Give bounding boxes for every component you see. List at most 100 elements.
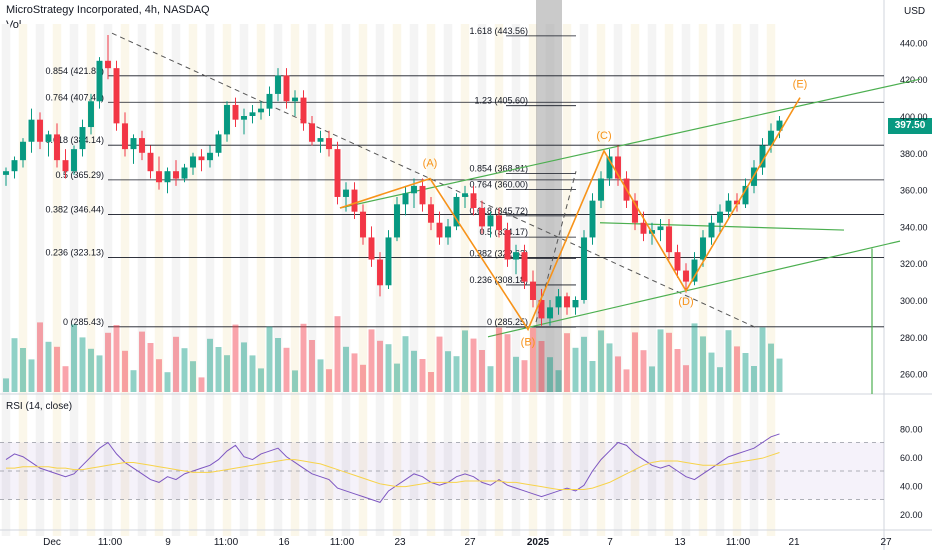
time-tick-label: 7 <box>607 537 613 548</box>
volume-bar <box>309 340 315 392</box>
candle-body <box>88 101 94 128</box>
volume-bar <box>105 332 111 392</box>
candle-body <box>615 156 621 179</box>
session-stripe <box>647 24 657 536</box>
candle-body <box>487 215 494 227</box>
candle-body <box>343 189 349 197</box>
volume-bar <box>54 346 60 392</box>
candle-body <box>275 75 281 94</box>
session-stripe <box>443 24 453 536</box>
candle-body <box>198 156 205 161</box>
candle-body <box>776 120 783 131</box>
session-stripe <box>698 24 708 536</box>
volume-bar <box>691 323 698 392</box>
session-stripe <box>341 24 351 536</box>
session-stripe <box>749 24 759 536</box>
session-stripe <box>171 24 181 536</box>
candle-body <box>428 204 434 223</box>
time-tick-label: 21 <box>788 537 800 548</box>
volume-bar <box>589 361 596 392</box>
fib-ext-label: 0.854 (368.81) <box>469 163 528 173</box>
candle-body <box>742 185 749 205</box>
candle-body <box>62 160 69 172</box>
candle-body <box>521 252 528 282</box>
fib-level-label: 0.382 (346.44) <box>45 205 104 215</box>
candle-body <box>266 93 273 109</box>
volume-bar <box>496 327 502 392</box>
session-stripe <box>477 24 487 536</box>
elliott-wave-path <box>339 97 801 332</box>
candle-body <box>717 211 723 223</box>
volume-bar <box>113 325 120 392</box>
session-stripe <box>35 24 45 536</box>
fib-ext-label: 1.618 (443.56) <box>469 26 528 36</box>
highlight-band <box>536 0 562 392</box>
volume-bar <box>20 348 26 392</box>
volume-bar <box>615 356 621 392</box>
volume-bar <box>377 340 383 392</box>
candle-body <box>700 237 706 260</box>
candle-body <box>368 237 375 260</box>
candle-body <box>691 259 698 282</box>
candle-body <box>555 296 562 308</box>
volume-bar <box>530 328 536 392</box>
volume-bar <box>479 350 485 392</box>
session-stripe <box>1 24 11 536</box>
session-stripe <box>630 24 640 536</box>
volume-bar <box>122 350 128 392</box>
volume-bar <box>266 326 273 392</box>
session-stripe <box>732 24 742 536</box>
candle-body <box>224 104 230 135</box>
volume-bar <box>241 342 247 392</box>
price-tick-label: 380.00 <box>900 149 928 159</box>
volume-bar <box>385 344 392 392</box>
candle-body <box>632 200 638 223</box>
volume-bar <box>3 378 9 392</box>
volume-bar <box>343 346 349 392</box>
rsi-line <box>5 433 780 503</box>
candle-body <box>11 160 18 172</box>
volume-bar <box>632 332 638 392</box>
session-stripe <box>562 24 572 536</box>
volume-bar <box>657 329 664 392</box>
candle-body <box>54 134 60 161</box>
candle-body <box>683 270 689 282</box>
session-stripe <box>137 24 147 536</box>
breakout-dashed <box>535 171 577 323</box>
session-stripe <box>205 24 215 536</box>
wave-label: (D) <box>678 296 693 308</box>
symbol-title: MicroStrategy Incorporated, 4h, NASDAQ <box>6 4 210 16</box>
wave-label: (B) <box>521 336 536 348</box>
fib-level-label: 0.5 (365.29) <box>55 170 104 180</box>
volume-bar <box>445 351 451 392</box>
candle-body <box>249 112 256 116</box>
volume-bar <box>462 330 468 392</box>
candle-body <box>360 211 366 238</box>
rsi-ma-line <box>6 452 780 491</box>
volume-bar <box>45 341 52 392</box>
volume-bar <box>292 370 298 392</box>
candle-body <box>28 119 35 142</box>
last-price-tag: 397.50 <box>888 118 932 134</box>
price-tick-label: 440.00 <box>900 38 928 48</box>
candle-body <box>564 296 570 308</box>
candle-body <box>538 300 545 319</box>
volume-bar <box>606 343 613 392</box>
price-tick-label: 260.00 <box>900 370 928 380</box>
volume-bar <box>28 359 35 392</box>
candle-body <box>768 130 774 146</box>
candle-body <box>37 119 43 142</box>
downtrend-dashed <box>111 32 757 329</box>
price-tick-label: 400.00 <box>900 112 928 122</box>
volume-bar <box>436 336 443 392</box>
fib-ext-label: 0.5 (334.17) <box>479 227 528 237</box>
session-stripe <box>511 24 521 536</box>
session-stripe <box>18 24 28 536</box>
volume-bar <box>88 348 94 392</box>
volume-bar <box>751 366 757 392</box>
candle-body <box>411 185 417 194</box>
volume-bar <box>96 355 103 392</box>
price-tick-label: 280.00 <box>900 333 928 343</box>
time-tick-label: 9 <box>165 537 171 548</box>
